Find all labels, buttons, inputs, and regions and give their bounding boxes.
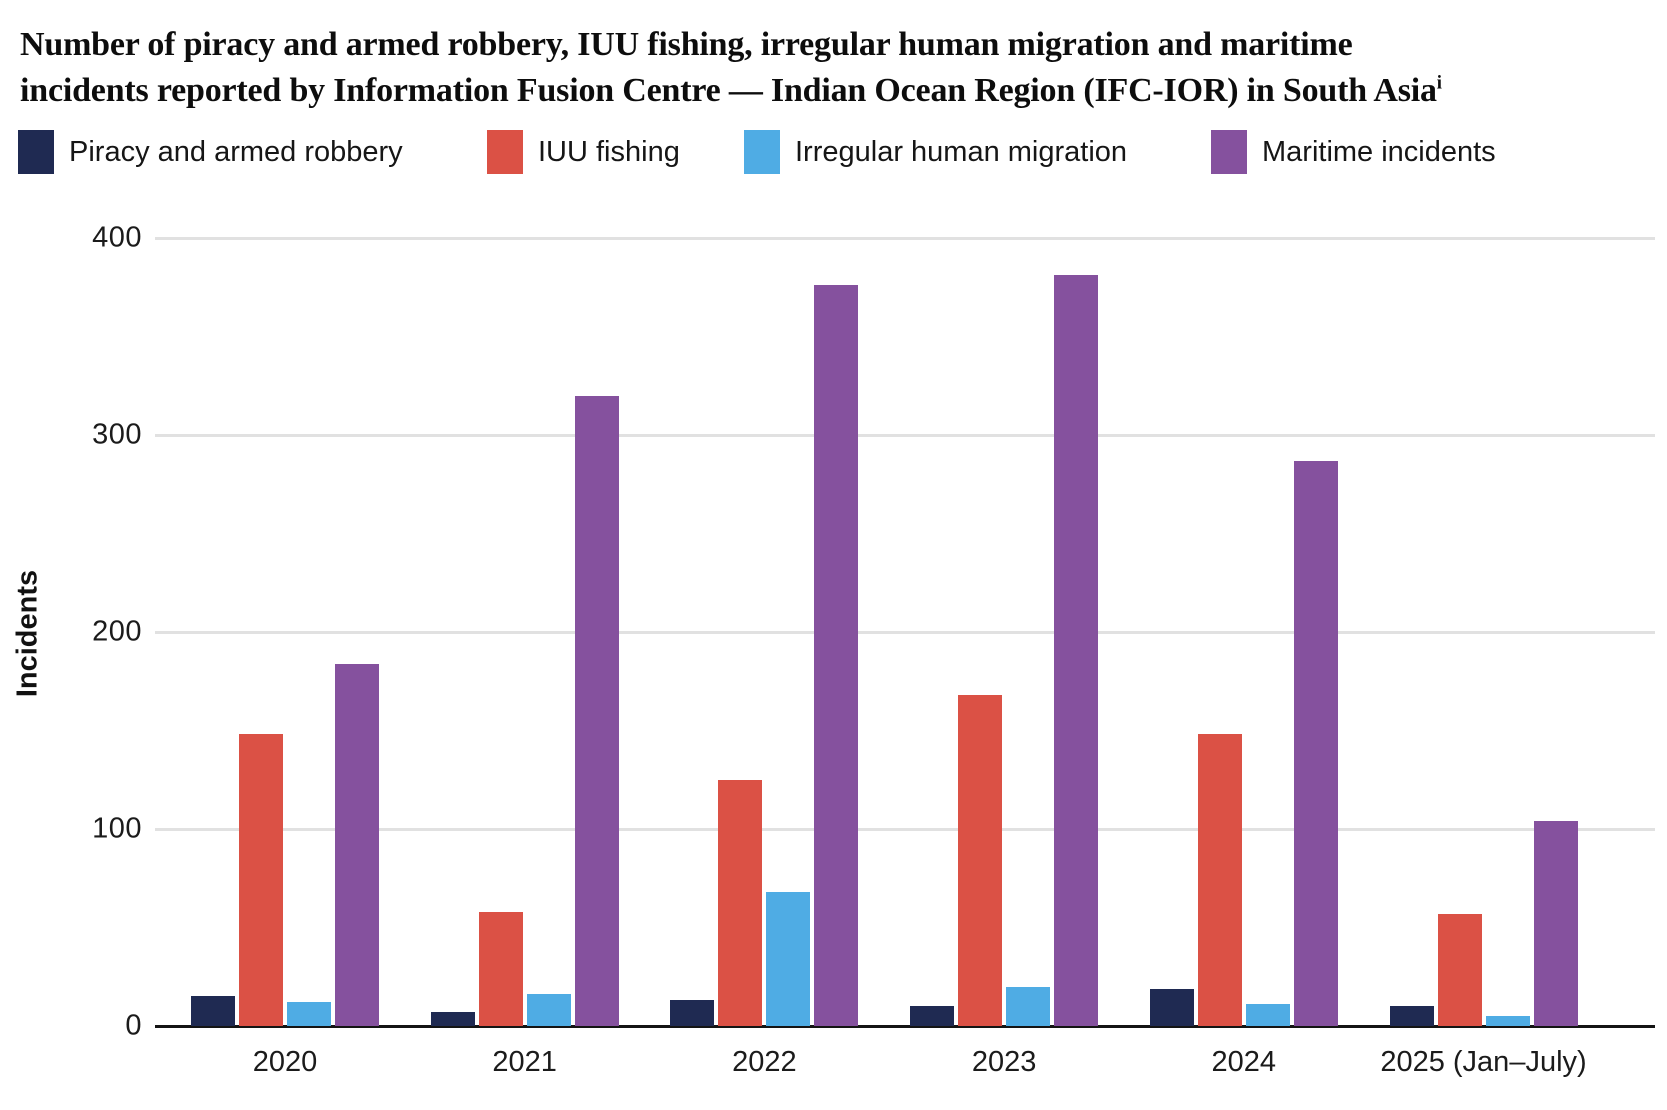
legend-item-2: IUU fishing [487, 130, 680, 174]
gridline-200 [155, 630, 1655, 634]
y-tick-100: 100 [92, 812, 142, 845]
y-tick-200: 200 [92, 615, 142, 648]
x-tick-3: 2022 [732, 1046, 797, 1078]
bar-2025-Jan-July--series-4 [1533, 821, 1578, 1026]
bar-2020-series-4 [335, 663, 379, 1026]
bar-2025-Jan-July--series-1 [1389, 1006, 1434, 1026]
x-tick-4: 2023 [971, 1046, 1037, 1078]
bar-2023-series-4 [1054, 275, 1099, 1026]
bar-2024-series-2 [1197, 734, 1242, 1026]
title-line-1: Number of piracy and armed robbery, IUU … [20, 26, 1353, 63]
x-tick-6: 2025 (Jan–July) [1380, 1046, 1587, 1078]
bar-2022-series-4 [814, 285, 859, 1026]
bar-2022-series-3 [766, 892, 811, 1026]
bar-2024-series-1 [1149, 988, 1194, 1026]
gridline-300 [155, 433, 1655, 437]
bar-2023-series-3 [1006, 986, 1051, 1026]
chart-title: Number of piracy and armed robbery, IUU … [20, 22, 1650, 114]
x-axis-line [155, 1024, 1655, 1028]
bar-2020-series-3 [287, 1002, 331, 1026]
x-tick-1: 2020 [252, 1046, 318, 1078]
x-tick-5: 2024 [1211, 1046, 1277, 1078]
y-axis-label: Incidents [11, 569, 44, 698]
bar-2022-series-2 [718, 779, 763, 1026]
bar-2021-series-2 [478, 911, 523, 1026]
bar-2024-series-3 [1245, 1004, 1290, 1026]
bar-2025-Jan-July--series-2 [1437, 913, 1482, 1026]
bar-2024-series-4 [1293, 460, 1338, 1026]
legend-swatch-icon [744, 130, 780, 174]
bar-2020-series-1 [191, 996, 235, 1026]
legend-label: Irregular human migration [795, 135, 1128, 168]
legend-swatch-icon [487, 130, 523, 174]
bar-2021-series-4 [574, 395, 619, 1026]
footnote-marker: i [1436, 72, 1442, 94]
x-tick-2: 2021 [492, 1046, 557, 1078]
bar-2021-series-3 [526, 994, 571, 1026]
bar-2020-series-2 [239, 734, 283, 1026]
legend-item-3: Irregular human migration [744, 130, 1127, 174]
gridline-100 [155, 827, 1655, 831]
y-tick-400: 400 [92, 221, 142, 254]
legend-swatch-icon [1211, 130, 1247, 174]
legend-label: IUU fishing [538, 135, 680, 168]
title-line-2: incidents reported by Information Fusion… [20, 72, 1437, 109]
y-tick-0: 0 [125, 1009, 142, 1042]
bar-2023-series-2 [958, 695, 1003, 1026]
legend-label: Maritime incidents [1262, 135, 1496, 168]
bar-2021-series-1 [430, 1012, 475, 1026]
gridline-400 [155, 236, 1655, 240]
legend-label: Piracy and armed robbery [69, 135, 403, 168]
legend-swatch-icon [18, 130, 54, 174]
y-tick-300: 300 [92, 418, 142, 451]
legend-item-4: Maritime incidents [1211, 130, 1496, 174]
legend-item-1: Piracy and armed robbery [18, 130, 403, 174]
bar-2025-Jan-July--series-3 [1485, 1016, 1530, 1026]
bar-2023-series-1 [910, 1006, 955, 1026]
bar-2022-series-1 [670, 1000, 715, 1026]
